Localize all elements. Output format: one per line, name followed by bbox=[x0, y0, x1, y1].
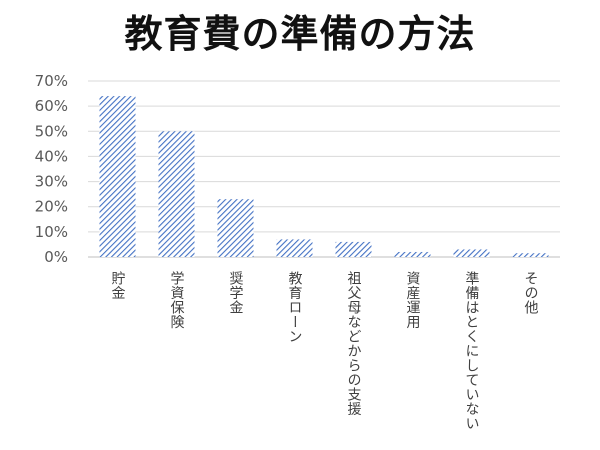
bar bbox=[335, 241, 372, 257]
bar bbox=[158, 131, 195, 257]
y-tick-label: 40% bbox=[35, 147, 68, 165]
x-category-label: 祖父母などからの支援 bbox=[346, 271, 362, 417]
chart-title: 教育費の準備の方法 bbox=[124, 12, 476, 56]
x-category-label: 奨学金 bbox=[228, 271, 244, 315]
bar bbox=[394, 251, 431, 257]
x-category-label: 貯金 bbox=[110, 271, 126, 300]
bar bbox=[217, 199, 254, 257]
bar bbox=[453, 249, 490, 257]
bar bbox=[276, 239, 313, 257]
x-category-label: その他 bbox=[523, 271, 539, 315]
x-category-label: 資産運用 bbox=[405, 271, 421, 330]
bar bbox=[512, 253, 549, 257]
y-tick-label: 60% bbox=[35, 97, 68, 115]
bar bbox=[99, 96, 136, 257]
x-category-label: 学資保険 bbox=[169, 271, 185, 329]
y-tick-label: 70% bbox=[35, 72, 68, 90]
y-tick-label: 0% bbox=[44, 248, 68, 266]
y-tick-label: 30% bbox=[35, 173, 68, 191]
x-category-label: 教育ローン bbox=[287, 271, 303, 344]
y-tick-label: 20% bbox=[35, 198, 68, 216]
y-tick-label: 50% bbox=[35, 122, 68, 140]
x-category-label: 準備はとくにしていない bbox=[464, 271, 480, 431]
y-tick-label: 10% bbox=[35, 223, 68, 241]
